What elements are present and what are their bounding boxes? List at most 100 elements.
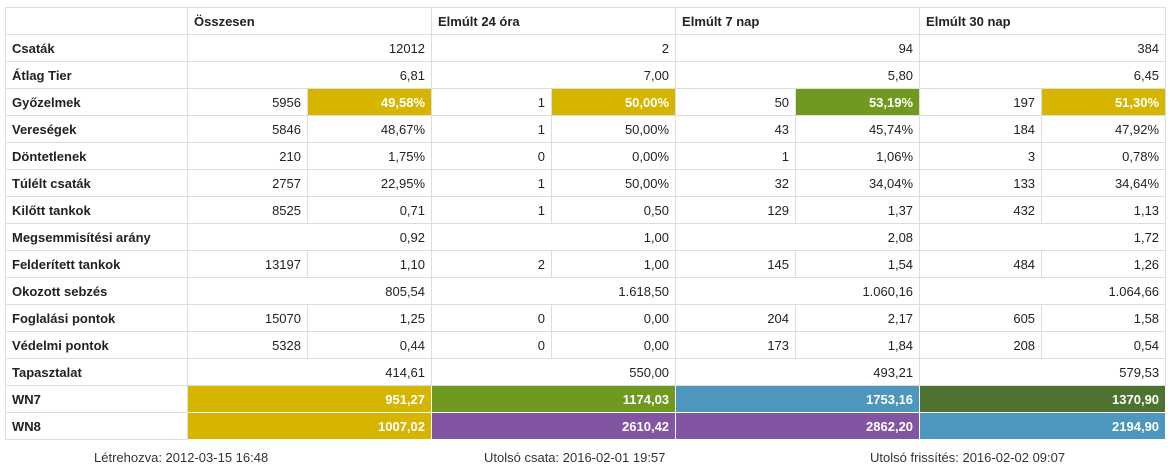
value-7d: 45,74% <box>795 115 921 143</box>
row-okozott-sebzes: Okozott sebzés 805,54 1.618,50 1.060,16 1.06… <box>5 277 1167 305</box>
value-total: 1007,02 <box>186 412 433 440</box>
value-total: 0,44 <box>306 331 433 359</box>
count-7d: 1 <box>675 142 797 170</box>
row-label: Kilőtt tankok <box>5 196 188 224</box>
count-24h: 1 <box>431 196 553 224</box>
value-7d: 5,80 <box>675 61 921 89</box>
count-30d: 208 <box>919 331 1043 359</box>
value-total: 414,61 <box>186 358 433 386</box>
count-total: 2757 <box>187 169 308 197</box>
value-7d: 2862,20 <box>675 412 921 440</box>
count-7d: 145 <box>675 250 797 278</box>
value-30d: 2194,90 <box>919 412 1167 440</box>
row-label: Tapasztalat <box>5 358 188 386</box>
header-last-7d: Elmúlt 7 nap <box>675 7 921 35</box>
footer: Létrehozva: 2012-03-15 16:48 Utolsó csat… <box>0 448 1174 468</box>
row-vereseg: Vereségek 5846 48,67% 1 50,00% 43 45,74% 184 47,… <box>5 115 1167 143</box>
value-7d: 2,08 <box>675 223 921 251</box>
header-last-24h: Elmúlt 24 óra <box>431 7 677 35</box>
value-7d: 1,37 <box>795 196 921 224</box>
value-total: 49,58% <box>306 88 433 116</box>
value-24h: 1174,03 <box>431 385 677 413</box>
row-label: Csaták <box>5 34 188 62</box>
count-30d: 484 <box>919 250 1043 278</box>
value-24h: 1.618,50 <box>431 277 677 305</box>
value-30d: 1,26 <box>1041 250 1167 278</box>
value-total: 1,10 <box>306 250 433 278</box>
count-total: 8525 <box>187 196 308 224</box>
row-tulelt: Túlélt csaták 2757 22,95% 1 50,00% 32 34,04% 13… <box>5 169 1167 197</box>
value-total: 951,27 <box>186 385 433 413</box>
count-total: 210 <box>187 142 308 170</box>
value-30d: 579,53 <box>919 358 1167 386</box>
value-24h: 7,00 <box>431 61 677 89</box>
stats-table: Összesen Elmúlt 24 óra Elmúlt 7 nap Elmú… <box>5 7 1167 440</box>
row-label: Győzelmek <box>5 88 188 116</box>
row-gyozelmek: Győzelmek 5956 49,58% 1 50,00% 50 53,19% 197 51,… <box>5 88 1167 116</box>
value-7d: 493,21 <box>675 358 921 386</box>
value-30d: 1.064,66 <box>919 277 1167 305</box>
value-30d: 1,58 <box>1041 304 1167 332</box>
count-30d: 432 <box>919 196 1043 224</box>
row-label: Védelmi pontok <box>5 331 188 359</box>
count-24h: 0 <box>431 304 553 332</box>
count-total: 5956 <box>187 88 308 116</box>
created-date: Létrehozva: 2012-03-15 16:48 <box>94 450 269 465</box>
row-label: Döntetlenek <box>5 142 188 170</box>
count-24h: 0 <box>431 142 553 170</box>
value-total: 1,75% <box>306 142 433 170</box>
value-24h: 0,00% <box>551 142 677 170</box>
value-24h: 50,00% <box>551 115 677 143</box>
value-30d: 1,72 <box>919 223 1167 251</box>
value-24h: 50,00% <box>551 169 677 197</box>
row-dontetlen: Döntetlenek 210 1,75% 0 0,00% 1 1,06% 3 0,78% <box>5 142 1167 170</box>
count-30d: 197 <box>919 88 1043 116</box>
value-30d: 51,30% <box>1041 88 1167 116</box>
last-update-date: Utolsó frissítés: 2016-02-02 09:07 <box>870 450 1066 465</box>
value-30d: 384 <box>919 34 1167 62</box>
value-7d: 53,19% <box>795 88 921 116</box>
count-7d: 43 <box>675 115 797 143</box>
value-7d: 1753,16 <box>675 385 921 413</box>
count-24h: 2 <box>431 250 553 278</box>
value-24h: 0,00 <box>551 304 677 332</box>
row-vedelmi-pontok: Védelmi pontok 5328 0,44 0 0,00 173 1,84 208 0,5… <box>5 331 1167 359</box>
count-total: 13197 <box>187 250 308 278</box>
row-label: WN7 <box>5 385 188 413</box>
value-30d: 1370,90 <box>919 385 1167 413</box>
row-label: Foglalási pontok <box>5 304 188 332</box>
header-last-30d: Elmúlt 30 nap <box>919 7 1167 35</box>
last-battle-date: Utolsó csata: 2016-02-01 19:57 <box>484 450 666 465</box>
row-label: Megsemmisítési arány <box>5 223 188 251</box>
value-24h: 1,00 <box>431 223 677 251</box>
value-7d: 94 <box>675 34 921 62</box>
value-total: 22,95% <box>306 169 433 197</box>
value-7d: 2,17 <box>795 304 921 332</box>
header-row: Összesen Elmúlt 24 óra Elmúlt 7 nap Elmú… <box>5 7 1167 35</box>
value-30d: 0,78% <box>1041 142 1167 170</box>
value-total: 805,54 <box>186 277 433 305</box>
value-24h: 1,00 <box>551 250 677 278</box>
count-30d: 605 <box>919 304 1043 332</box>
count-30d: 133 <box>919 169 1043 197</box>
count-24h: 1 <box>431 169 553 197</box>
value-30d: 47,92% <box>1041 115 1167 143</box>
value-30d: 6,45 <box>919 61 1167 89</box>
value-24h: 2 <box>431 34 677 62</box>
row-tapasztalat: Tapasztalat 414,61 550,00 493,21 579,53 <box>5 358 1167 386</box>
value-7d: 1,06% <box>795 142 921 170</box>
count-total: 5328 <box>187 331 308 359</box>
count-7d: 173 <box>675 331 797 359</box>
count-7d: 32 <box>675 169 797 197</box>
row-csatak: Csaták 12012 2 94 384 <box>5 34 1167 62</box>
value-24h: 0,00 <box>551 331 677 359</box>
value-7d: 34,04% <box>795 169 921 197</box>
row-label: Átlag Tier <box>5 61 188 89</box>
count-30d: 184 <box>919 115 1043 143</box>
value-7d: 1,54 <box>795 250 921 278</box>
count-24h: 0 <box>431 331 553 359</box>
count-total: 15070 <box>187 304 308 332</box>
value-30d: 0,54 <box>1041 331 1167 359</box>
count-24h: 1 <box>431 115 553 143</box>
count-7d: 204 <box>675 304 797 332</box>
